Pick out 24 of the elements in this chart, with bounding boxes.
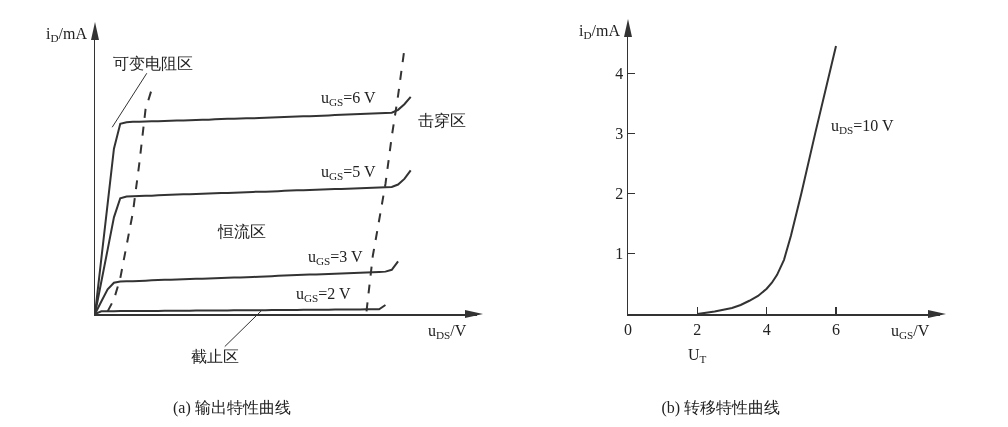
text: 击穿区 (418, 112, 466, 129)
series-label: u$_{GS}$=6 V (321, 89, 377, 109)
series-label: u$_{GS}$=2 V (296, 285, 352, 305)
y-axis-title: i$_{D}$/mA (579, 22, 621, 42)
x-tick-label: 6 (832, 320, 840, 338)
x-axis-title: u$_{GS}$/V (891, 322, 930, 342)
text: (a) 输出特性曲线 (172, 399, 291, 418)
y-tick-label: 2 (615, 185, 624, 203)
annotation: 恒流区 (217, 223, 266, 240)
series-label: u$_{GS}$=3 V (308, 248, 364, 268)
annotation: U$_{T}$ (688, 346, 707, 366)
y-axis-title: i$_{D}$/mA (46, 25, 88, 45)
y-tick-label: 4 (615, 64, 624, 82)
x-axis-title: u$_{DS}$/V (428, 322, 467, 342)
series-label: u$_{DS}$=10 V (831, 117, 895, 137)
y-tick-label: 3 (615, 124, 624, 142)
series-label: u$_{GS}$=5 V (321, 163, 377, 183)
x-tick-label: 0 (624, 320, 632, 338)
x-tick-label: 4 (762, 320, 771, 338)
annotation: 可变电阻区 (113, 55, 193, 72)
y-tick-label: 1 (615, 245, 624, 263)
text: (b) 转移特性曲线 (661, 399, 781, 418)
text: 截止区 (191, 348, 239, 365)
x-tick-label: 2 (693, 320, 702, 338)
